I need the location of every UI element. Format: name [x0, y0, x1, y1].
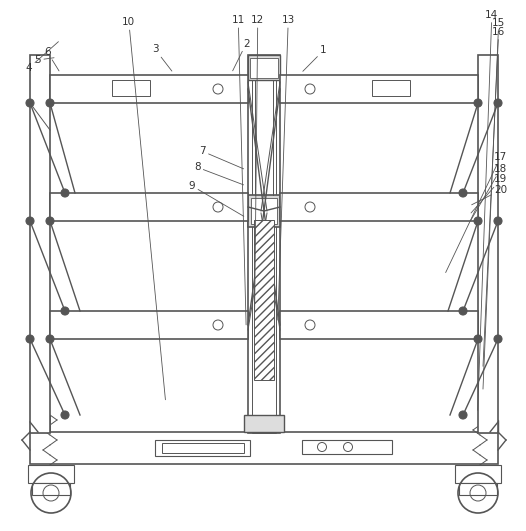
Bar — [459, 483, 497, 495]
Bar — [248, 195, 280, 227]
Text: 3: 3 — [152, 45, 172, 71]
Bar — [372, 80, 410, 96]
Circle shape — [26, 99, 34, 107]
Bar — [251, 198, 277, 224]
Bar — [112, 80, 150, 96]
Bar — [30, 432, 498, 464]
Text: 18: 18 — [471, 164, 508, 220]
Bar — [28, 465, 74, 483]
Text: 8: 8 — [194, 162, 244, 185]
Circle shape — [61, 307, 69, 315]
Text: 6: 6 — [44, 47, 59, 71]
Bar — [32, 483, 70, 495]
Circle shape — [26, 217, 34, 225]
Bar — [50, 311, 248, 339]
Bar — [50, 75, 248, 103]
Circle shape — [61, 411, 69, 419]
Circle shape — [474, 335, 482, 343]
Text: 11: 11 — [231, 15, 246, 325]
Bar — [30, 55, 50, 433]
Text: 15: 15 — [483, 19, 505, 389]
Circle shape — [46, 335, 54, 343]
Text: 10: 10 — [123, 18, 165, 400]
Bar — [250, 58, 278, 78]
Text: 2: 2 — [232, 39, 249, 71]
Text: 19: 19 — [471, 175, 508, 213]
Bar — [280, 75, 478, 103]
Bar — [248, 55, 280, 80]
Circle shape — [46, 217, 54, 225]
Bar — [244, 415, 284, 432]
Bar — [280, 193, 478, 221]
Text: 17: 17 — [446, 152, 508, 272]
Circle shape — [474, 99, 482, 107]
Text: 7: 7 — [199, 147, 244, 169]
Text: 5: 5 — [35, 55, 54, 65]
Bar — [162, 443, 244, 453]
Text: 14: 14 — [478, 10, 499, 410]
Circle shape — [61, 189, 69, 197]
Text: 16: 16 — [483, 27, 505, 366]
Text: 20: 20 — [472, 185, 507, 205]
Circle shape — [46, 99, 54, 107]
Circle shape — [494, 99, 502, 107]
Bar — [254, 220, 274, 380]
Bar — [252, 55, 276, 433]
Circle shape — [26, 335, 34, 343]
Bar — [50, 193, 248, 221]
Bar — [455, 465, 501, 483]
Bar — [155, 440, 250, 456]
Text: 4: 4 — [26, 41, 58, 73]
Circle shape — [494, 335, 502, 343]
Bar — [280, 311, 478, 339]
Bar — [30, 420, 48, 432]
Circle shape — [474, 217, 482, 225]
Bar — [302, 440, 392, 454]
Bar — [478, 55, 498, 433]
Text: 12: 12 — [251, 15, 265, 313]
Text: 13: 13 — [278, 15, 295, 320]
Bar — [248, 55, 280, 433]
Circle shape — [459, 307, 467, 315]
Bar — [480, 420, 498, 432]
Text: 1: 1 — [303, 46, 327, 71]
Text: 9: 9 — [189, 181, 244, 216]
Circle shape — [459, 189, 467, 197]
Circle shape — [459, 411, 467, 419]
Circle shape — [494, 217, 502, 225]
